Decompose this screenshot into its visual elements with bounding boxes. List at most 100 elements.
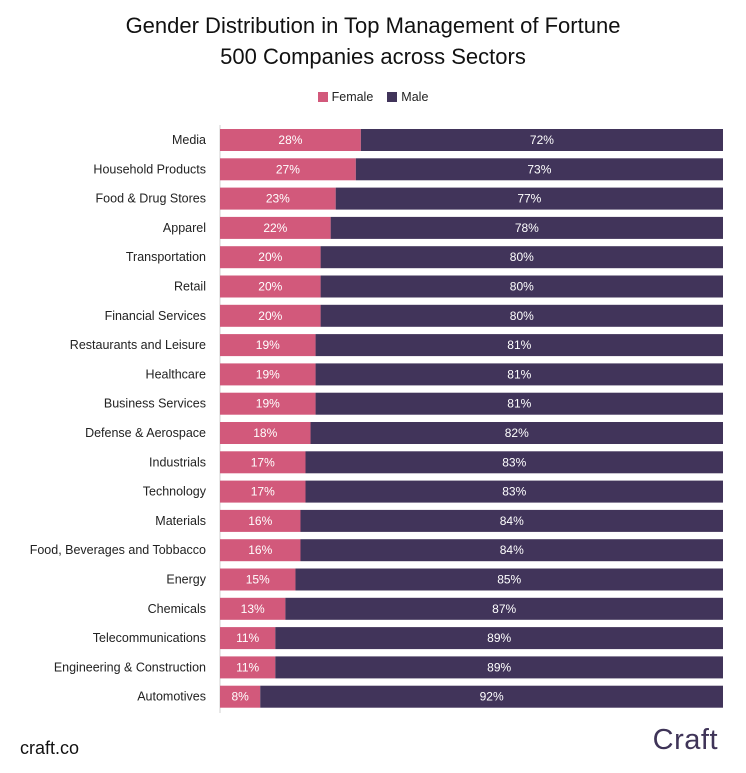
data-label-female: 16% bbox=[248, 514, 272, 528]
bar-female bbox=[220, 451, 306, 474]
bar-female bbox=[220, 304, 321, 327]
category-label: Chemicals bbox=[148, 602, 206, 616]
bar-male bbox=[305, 480, 723, 503]
bar-male bbox=[305, 451, 723, 474]
bar-female bbox=[220, 685, 261, 708]
data-label-male: 80% bbox=[510, 280, 534, 294]
chart-title: Gender Distribution in Top Management of… bbox=[0, 10, 746, 72]
data-label-female: 22% bbox=[263, 221, 287, 235]
bar-male bbox=[320, 304, 723, 327]
category-label: Food & Drug Stores bbox=[96, 192, 206, 206]
category-label: Energy bbox=[166, 573, 206, 587]
data-label-male: 89% bbox=[487, 660, 511, 674]
data-label-female: 17% bbox=[251, 485, 275, 499]
bar-female bbox=[220, 627, 276, 650]
data-label-male: 83% bbox=[502, 455, 526, 469]
chart-title-line-1: Gender Distribution in Top Management of… bbox=[125, 13, 621, 38]
category-label: Media bbox=[172, 133, 206, 147]
chart-title-line-2: 500 Companies across Sectors bbox=[220, 44, 526, 69]
bar-male bbox=[260, 685, 723, 708]
data-label-male: 72% bbox=[530, 133, 554, 147]
data-label-male: 84% bbox=[500, 543, 524, 557]
data-label-female: 16% bbox=[248, 543, 272, 557]
data-label-female: 27% bbox=[276, 162, 300, 176]
bar-female bbox=[220, 392, 316, 415]
data-label-female: 11% bbox=[236, 660, 259, 674]
category-label: Defense & Aerospace bbox=[85, 426, 206, 440]
legend-label-female: Female bbox=[331, 90, 374, 104]
data-label-female: 20% bbox=[258, 280, 282, 294]
category-label: Retail bbox=[174, 280, 206, 294]
bar-male bbox=[300, 509, 723, 532]
bar-female bbox=[220, 509, 301, 532]
bar-male bbox=[275, 627, 723, 650]
bar-female bbox=[220, 275, 321, 298]
bar-male bbox=[315, 392, 723, 415]
data-label-female: 19% bbox=[256, 367, 280, 381]
data-label-male: 80% bbox=[510, 309, 534, 323]
data-label-male: 92% bbox=[480, 690, 504, 704]
data-label-female: 19% bbox=[256, 338, 280, 352]
bar-male bbox=[295, 568, 723, 591]
bar-female bbox=[220, 422, 311, 444]
legend-item-male: Male bbox=[387, 90, 428, 104]
category-label: Business Services bbox=[104, 397, 206, 411]
data-label-male: 83% bbox=[502, 485, 526, 499]
data-label-male: 85% bbox=[497, 573, 521, 587]
data-label-female: 11% bbox=[236, 631, 259, 645]
data-label-male: 73% bbox=[527, 162, 551, 176]
bar-male bbox=[330, 216, 723, 239]
bar-male bbox=[310, 422, 723, 444]
bar-female bbox=[220, 656, 276, 679]
data-label-female: 28% bbox=[278, 133, 302, 147]
data-label-female: 18% bbox=[253, 426, 277, 440]
data-label-female: 13% bbox=[241, 602, 265, 616]
category-label: Industrials bbox=[149, 455, 206, 469]
data-label-male: 78% bbox=[515, 221, 539, 235]
category-label: Technology bbox=[143, 485, 207, 499]
category-label: Healthcare bbox=[146, 367, 206, 381]
bar-female bbox=[220, 539, 301, 562]
data-label-male: 80% bbox=[510, 250, 534, 264]
category-label: Materials bbox=[155, 514, 206, 528]
bar-female bbox=[220, 363, 316, 386]
bar-male bbox=[285, 597, 723, 620]
legend-label-male: Male bbox=[401, 90, 429, 104]
bar-male bbox=[275, 656, 723, 679]
bar-female bbox=[220, 480, 306, 503]
data-label-female: 15% bbox=[246, 573, 270, 587]
data-label-female: 20% bbox=[258, 309, 282, 323]
data-label-male: 84% bbox=[500, 514, 524, 528]
data-label-male: 77% bbox=[517, 192, 541, 206]
craft-logo: Craft bbox=[652, 724, 718, 756]
category-label: Restaurants and Leisure bbox=[70, 338, 206, 352]
bar-male bbox=[320, 246, 723, 269]
data-label-male: 81% bbox=[507, 338, 531, 352]
data-label-female: 20% bbox=[258, 250, 282, 264]
legend-item-female: Female bbox=[317, 90, 374, 104]
bar-female bbox=[220, 216, 331, 239]
category-label: Apparel bbox=[163, 221, 206, 235]
source-label: craft.co bbox=[20, 738, 80, 758]
category-label: Household Products bbox=[93, 162, 206, 176]
data-label-male: 87% bbox=[492, 602, 516, 616]
bar-male bbox=[315, 363, 723, 386]
bar-male bbox=[360, 129, 723, 151]
bar-female bbox=[220, 187, 336, 210]
category-label: Telecommunications bbox=[93, 631, 206, 645]
category-label: Automotives bbox=[137, 690, 206, 704]
data-label-male: 89% bbox=[487, 631, 511, 645]
data-label-female: 23% bbox=[266, 192, 290, 206]
bar-male bbox=[335, 187, 723, 210]
legend-swatch-male bbox=[387, 92, 398, 102]
category-label: Engineering & Construction bbox=[54, 660, 206, 674]
bar-male bbox=[355, 158, 723, 181]
data-label-female: 8% bbox=[231, 690, 249, 704]
data-label-male: 81% bbox=[507, 367, 531, 381]
category-label: Financial Services bbox=[105, 309, 206, 323]
bar-female bbox=[220, 568, 296, 591]
bar-male bbox=[320, 275, 723, 298]
data-label-female: 19% bbox=[256, 397, 280, 411]
bar-female bbox=[220, 246, 321, 269]
